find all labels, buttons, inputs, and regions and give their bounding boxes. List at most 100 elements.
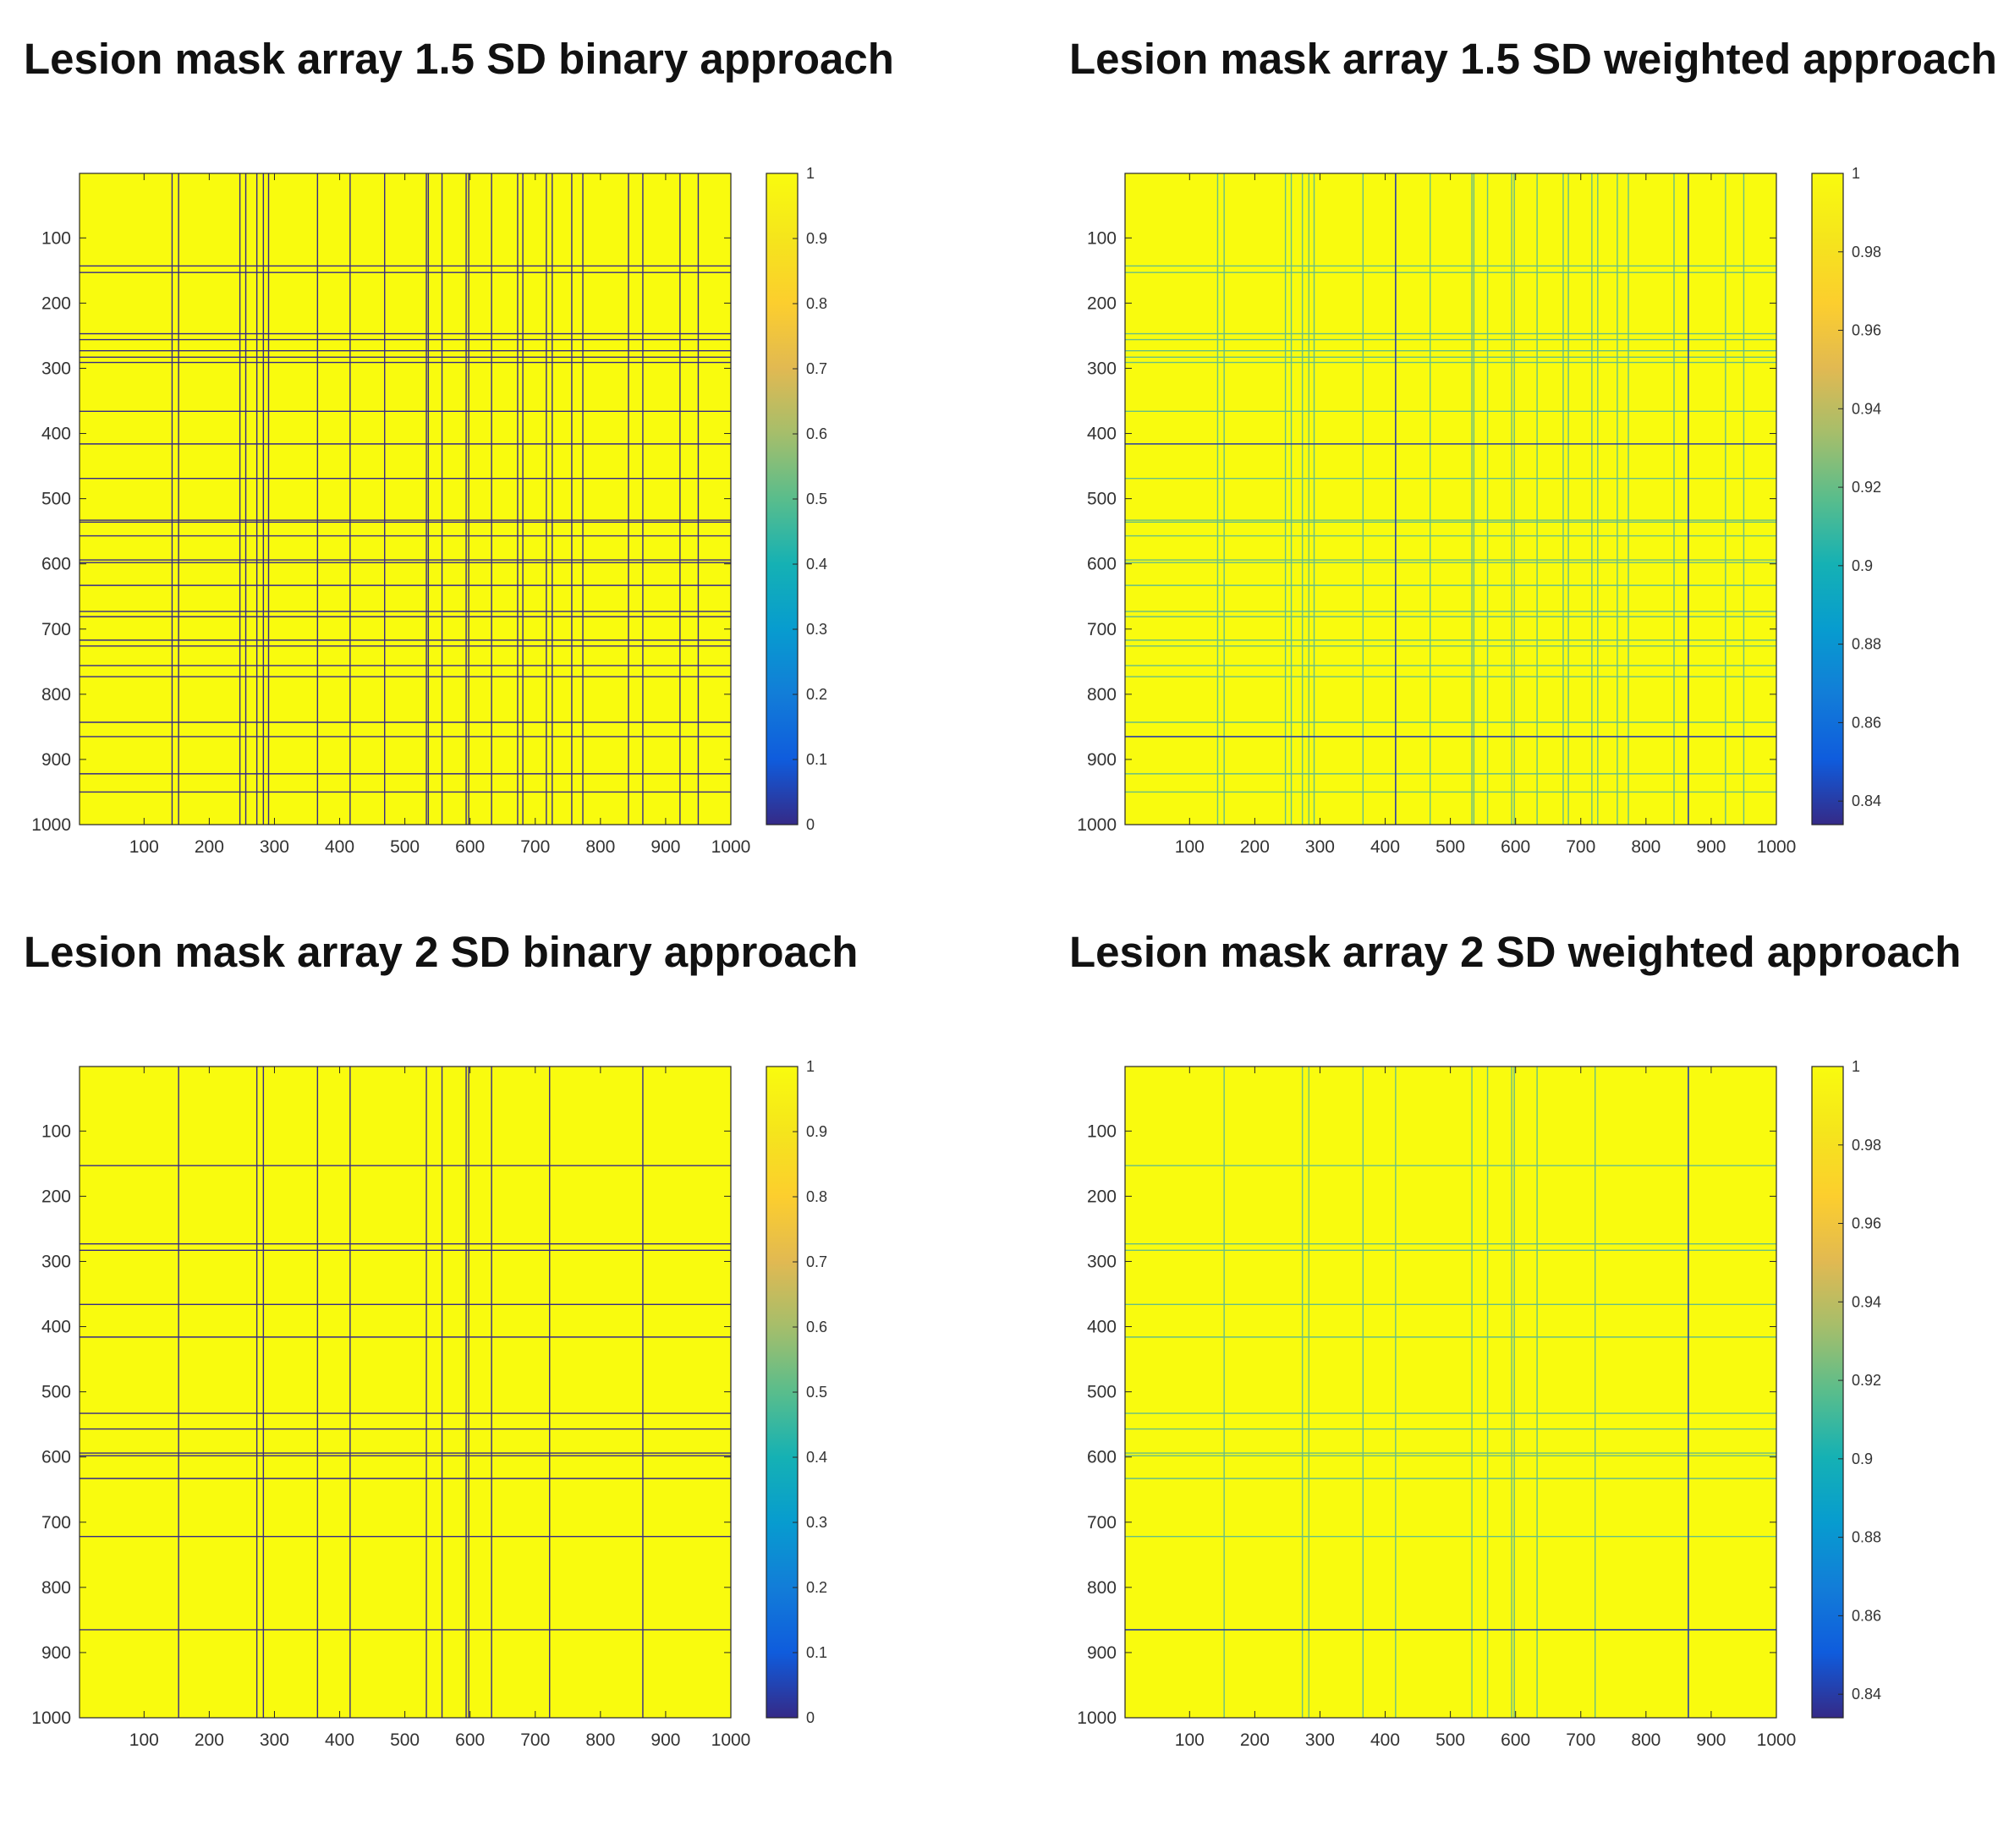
y-tick-label: 700 — [1087, 620, 1117, 639]
x-tick-label: 100 — [129, 1730, 159, 1750]
colorbar-tick-label: 0.5 — [806, 1384, 827, 1401]
x-tick-label: 300 — [260, 837, 289, 857]
colorbar-tick-label: 1 — [1852, 1058, 1860, 1075]
colorbar-tick-label: 0.88 — [1852, 636, 1881, 653]
y-tick-label: 400 — [1087, 425, 1117, 444]
colorbar-tick-label: 0.1 — [806, 1644, 827, 1661]
colorbar-tick-label: 0.92 — [1852, 479, 1881, 496]
chart-title: Lesion mask array 1.5 SD weighted approa… — [1069, 35, 1997, 83]
y-tick-label: 400 — [41, 1318, 71, 1337]
x-tick-label: 600 — [455, 1730, 485, 1750]
x-tick-label: 700 — [1566, 837, 1595, 857]
y-tick-label: 300 — [1087, 1252, 1117, 1271]
colorbar — [1811, 173, 1844, 825]
x-tick-label: 400 — [1370, 1730, 1400, 1750]
panel-1: Lesion mask array 1.5 SD binary approach… — [24, 34, 1056, 922]
colorbar-tick-label: 0.6 — [806, 425, 827, 442]
colorbar-tick-label: 0.4 — [806, 1449, 827, 1466]
x-tick-label: 600 — [1501, 1730, 1530, 1750]
x-tick-label: 400 — [325, 837, 354, 857]
x-tick-label: 500 — [390, 1730, 420, 1750]
y-tick-label: 600 — [41, 1448, 71, 1467]
x-tick-label: 1000 — [711, 1730, 751, 1750]
x-tick-label: 400 — [1370, 837, 1400, 857]
y-tick-label: 100 — [41, 1121, 71, 1141]
y-tick-label: 100 — [1087, 1121, 1117, 1141]
y-tick-label: 500 — [1087, 490, 1117, 509]
colorbar — [766, 173, 799, 825]
x-tick-label: 300 — [1305, 837, 1335, 857]
colorbar-tick-label: 0.9 — [806, 1123, 827, 1140]
y-tick-label: 500 — [1087, 1383, 1117, 1402]
colorbar-tick-label: 0.86 — [1852, 1607, 1881, 1624]
colorbar-tick-label: 0.4 — [806, 556, 827, 573]
y-tick-label: 100 — [1087, 228, 1117, 248]
panel-4: Lesion mask array 2 SD weighted approach… — [1069, 927, 1998, 1815]
x-tick-label: 100 — [1175, 837, 1205, 857]
colorbar-tick-label: 0.9 — [806, 230, 827, 247]
colorbar-tick-label: 0.7 — [806, 1253, 827, 1270]
y-tick-label: 400 — [41, 425, 71, 444]
colorbar-tick-label: 0.9 — [1852, 1450, 1873, 1467]
x-tick-label: 500 — [1435, 1730, 1465, 1750]
y-tick-label: 300 — [41, 359, 71, 378]
heatmap-plot: 100 200 300 400 500 600 700 800 900 1000 100 200 300… — [31, 1058, 827, 1750]
y-tick-label: 800 — [1087, 685, 1117, 705]
x-tick-label: 300 — [260, 1730, 289, 1750]
colorbar-tick-label: 0.96 — [1852, 1215, 1881, 1232]
heatmap-background — [80, 1067, 731, 1718]
colorbar-tick-label: 1 — [1852, 165, 1860, 182]
x-tick-label: 900 — [1696, 1730, 1726, 1750]
y-tick-label: 800 — [41, 1578, 71, 1598]
colorbar-tick-label: 0 — [806, 816, 815, 833]
heatmap-background — [1125, 1067, 1776, 1718]
x-tick-label: 700 — [1566, 1730, 1595, 1750]
x-tick-label: 1000 — [711, 837, 751, 857]
x-tick-label: 200 — [1240, 1730, 1270, 1750]
y-tick-label: 900 — [41, 1643, 71, 1663]
y-tick-label: 700 — [41, 620, 71, 639]
x-tick-label: 1000 — [1757, 837, 1797, 857]
panel-2: Lesion mask array 1.5 SD weighted approa… — [1069, 34, 1998, 922]
x-tick-label: 700 — [520, 1730, 550, 1750]
x-tick-label: 600 — [1501, 837, 1530, 857]
colorbar-tick-label: 0.84 — [1852, 792, 1881, 809]
colorbar-tick-label: 0.9 — [1852, 557, 1873, 574]
y-tick-label: 900 — [1087, 1643, 1117, 1663]
colorbar-tick-label: 0.3 — [806, 1514, 827, 1531]
chart-title: Lesion mask array 2 SD weighted approach — [1069, 928, 1962, 976]
colorbar-tick-label: 0.98 — [1852, 1137, 1881, 1154]
y-tick-label: 200 — [1087, 293, 1117, 313]
x-tick-label: 900 — [650, 837, 680, 857]
colorbar-tick-label: 0 — [806, 1709, 815, 1726]
x-tick-label: 800 — [585, 837, 615, 857]
colorbar-tick-label: 0.88 — [1852, 1529, 1881, 1546]
y-tick-label: 1000 — [1077, 815, 1117, 835]
y-tick-label: 800 — [1087, 1578, 1117, 1598]
y-tick-label: 300 — [41, 1252, 71, 1271]
y-tick-label: 900 — [41, 750, 71, 770]
x-tick-label: 200 — [1240, 837, 1270, 857]
x-tick-label: 500 — [1435, 837, 1465, 857]
y-tick-label: 300 — [1087, 359, 1117, 378]
colorbar-tick-label: 0.2 — [806, 686, 827, 703]
chart-title: Lesion mask array 1.5 SD binary approach — [24, 35, 894, 83]
colorbar-tick-label: 0.92 — [1852, 1372, 1881, 1389]
colorbar-tick-label: 0.8 — [806, 1188, 827, 1205]
x-tick-label: 700 — [520, 837, 550, 857]
heatmap-plot: 100 200 300 400 500 600 700 800 900 1000 100 200 300… — [1077, 165, 1881, 857]
y-tick-label: 1000 — [31, 1708, 71, 1728]
colorbar-tick-label: 1 — [806, 1058, 815, 1075]
colorbar-tick-label: 0.3 — [806, 621, 827, 638]
x-tick-label: 1000 — [1757, 1730, 1797, 1750]
colorbar-tick-label: 0.86 — [1852, 714, 1881, 731]
panel-3: Lesion mask array 2 SD binary approach 1… — [24, 927, 1056, 1815]
y-tick-label: 700 — [1087, 1513, 1117, 1533]
heatmap-background — [1125, 173, 1776, 825]
y-tick-label: 600 — [41, 555, 71, 574]
y-tick-label: 600 — [1087, 1448, 1117, 1467]
y-tick-label: 700 — [41, 1513, 71, 1533]
y-tick-label: 1000 — [31, 815, 71, 835]
heatmap-plot: 100 200 300 400 500 600 700 800 900 1000 100 200 300… — [1077, 1058, 1881, 1750]
colorbar-tick-label: 0.84 — [1852, 1686, 1881, 1703]
